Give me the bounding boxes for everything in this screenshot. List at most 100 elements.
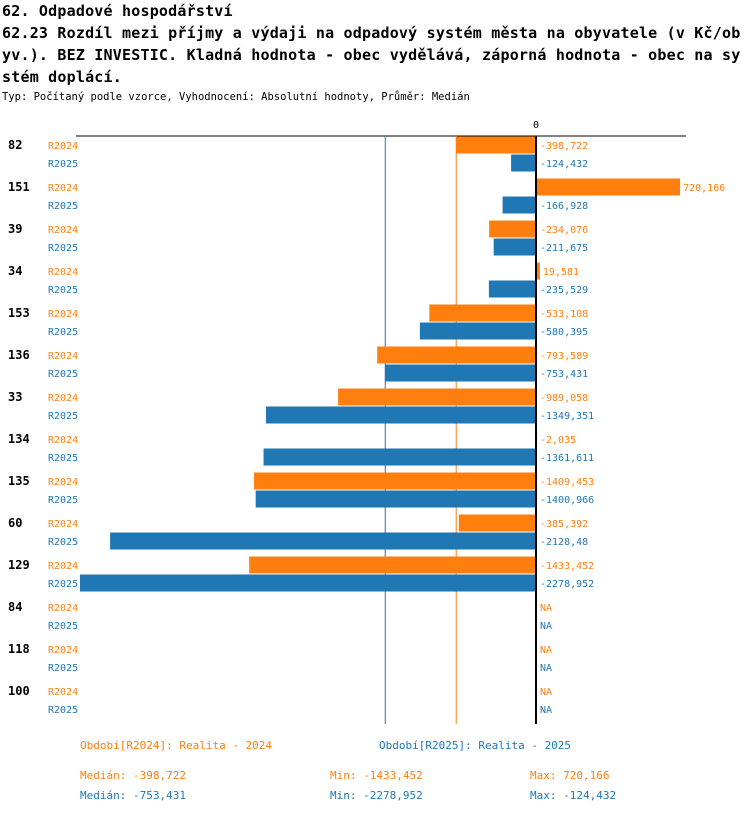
series-label-r2025: R2025 xyxy=(48,327,78,338)
value-label-r2025: NA xyxy=(540,663,552,674)
bar-chart: 0 82 R2024 -398,722 R2025 -124,432 151 R2024 720… xyxy=(8,120,725,724)
group-label: 100 xyxy=(8,684,30,698)
series-label-r2024: R2024 xyxy=(48,183,78,194)
group-label: 82 xyxy=(8,138,22,152)
series-label-r2024: R2024 xyxy=(48,519,78,530)
value-label-r2025: -1349,351 xyxy=(540,411,594,422)
legend-r2024: Období[R2024]: Realita - 2024 xyxy=(80,739,273,752)
value-label-r2025: -1400,966 xyxy=(540,495,594,506)
chart-subtitle: 62.23 Rozdíl mezi příjmy a výdaji na odp… xyxy=(2,24,741,86)
series-label-r2025: R2025 xyxy=(48,495,78,506)
series-label-r2024: R2024 xyxy=(48,435,78,446)
group-label: 60 xyxy=(8,516,22,530)
max-r2024: Max: 720,166 xyxy=(530,769,610,782)
value-label-r2024: -234,076 xyxy=(540,225,588,236)
value-label-r2024: 19,581 xyxy=(543,267,579,278)
value-label-r2024: -385,392 xyxy=(540,519,588,530)
min-r2025: Min: -2278,952 xyxy=(330,789,423,802)
value-label-r2024: -2,035 xyxy=(540,435,576,446)
value-label-r2025: -2128,48 xyxy=(540,537,588,548)
value-label-r2024: -533,108 xyxy=(540,309,588,320)
median-r2025: Medián: -753,431 xyxy=(80,789,186,802)
series-label-r2025: R2025 xyxy=(48,285,78,296)
bar-r2024 xyxy=(429,304,536,322)
group-label: 34 xyxy=(8,264,22,278)
group-label: 33 xyxy=(8,390,22,404)
page-title: 62. Odpadové hospodářství xyxy=(2,2,233,20)
bar-r2025 xyxy=(110,532,536,550)
series-label-r2024: R2024 xyxy=(48,645,78,656)
series-label-r2024: R2024 xyxy=(48,309,78,320)
value-label-r2025: -166,928 xyxy=(540,201,588,212)
bar-r2024 xyxy=(536,262,540,280)
value-label-r2025: NA xyxy=(540,621,552,632)
bar-r2025 xyxy=(80,574,536,592)
bar-r2024 xyxy=(489,220,536,238)
bar-r2025 xyxy=(255,490,536,508)
value-label-r2024: -989,058 xyxy=(540,393,588,404)
group-label: 134 xyxy=(8,432,30,446)
value-label-r2024: 720,166 xyxy=(683,183,725,194)
series-label-r2024: R2024 xyxy=(48,603,78,614)
value-label-r2024: -793,589 xyxy=(540,351,588,362)
group-label: 129 xyxy=(8,558,30,572)
bar-r2025 xyxy=(385,364,536,382)
series-label-r2024: R2024 xyxy=(48,351,78,362)
bar-r2024 xyxy=(458,514,536,532)
series-label-r2024: R2024 xyxy=(48,141,78,152)
group-label: 151 xyxy=(8,180,30,194)
series-label-r2025: R2025 xyxy=(48,411,78,422)
series-label-r2025: R2025 xyxy=(48,201,78,212)
median-r2024: Medián: -398,722 xyxy=(80,769,186,782)
group-label: 136 xyxy=(8,348,30,362)
bar-r2025 xyxy=(263,448,536,466)
group-label: 118 xyxy=(8,642,30,656)
zero-tick-label: 0 xyxy=(533,120,539,131)
series-label-r2025: R2025 xyxy=(48,243,78,254)
value-label-r2024: NA xyxy=(540,687,552,698)
series-label-r2025: R2025 xyxy=(48,537,78,548)
bar-r2024 xyxy=(456,136,536,154)
series-label-r2024: R2024 xyxy=(48,561,78,572)
series-label-r2024: R2024 xyxy=(48,267,78,278)
legend-r2025: Období[R2025]: Realita - 2025 xyxy=(379,739,572,752)
chart-info: Typ: Počítaný podle vzorce, Vyhodnocení:… xyxy=(2,91,470,103)
bar-r2025 xyxy=(502,196,536,214)
value-label-r2025: -235,529 xyxy=(540,285,588,296)
group-label: 135 xyxy=(8,474,30,488)
series-label-r2025: R2025 xyxy=(48,369,78,380)
series-label-r2024: R2024 xyxy=(48,225,78,236)
value-label-r2025: -1361,611 xyxy=(540,453,594,464)
series-label-r2025: R2025 xyxy=(48,453,78,464)
max-r2025: Max: -124,432 xyxy=(530,789,617,802)
group-label: 153 xyxy=(8,306,30,320)
min-r2024: Min: -1433,452 xyxy=(330,769,423,782)
bar-r2025 xyxy=(488,280,536,298)
bar-r2024 xyxy=(338,388,536,406)
value-label-r2025: -2278,952 xyxy=(540,579,594,590)
series-label-r2024: R2024 xyxy=(48,477,78,488)
series-label-r2025: R2025 xyxy=(48,663,78,674)
value-label-r2025: -211,675 xyxy=(540,243,588,254)
bar-r2025 xyxy=(493,238,536,256)
series-label-r2025: R2025 xyxy=(48,579,78,590)
bar-r2024 xyxy=(253,472,536,490)
value-label-r2024: -1433,452 xyxy=(540,561,594,572)
bar-r2024 xyxy=(536,178,681,196)
value-label-r2024: NA xyxy=(540,645,552,656)
bar-r2024 xyxy=(249,556,536,574)
value-label-r2025: NA xyxy=(540,705,552,716)
value-label-r2025: -124,432 xyxy=(540,159,588,170)
bar-r2025 xyxy=(266,406,536,424)
group-label: 39 xyxy=(8,222,22,236)
value-label-r2024: NA xyxy=(540,603,552,614)
value-label-r2025: -753,431 xyxy=(540,369,588,380)
bar-r2025 xyxy=(419,322,536,340)
series-label-r2025: R2025 xyxy=(48,705,78,716)
series-label-r2024: R2024 xyxy=(48,687,78,698)
series-label-r2024: R2024 xyxy=(48,393,78,404)
bar-r2025 xyxy=(511,154,536,172)
chart-header: 62. Odpadové hospodářství 62.23 Rozdíl m… xyxy=(2,0,746,104)
value-label-r2024: -398,722 xyxy=(540,141,588,152)
value-label-r2024: -1409,453 xyxy=(540,477,594,488)
